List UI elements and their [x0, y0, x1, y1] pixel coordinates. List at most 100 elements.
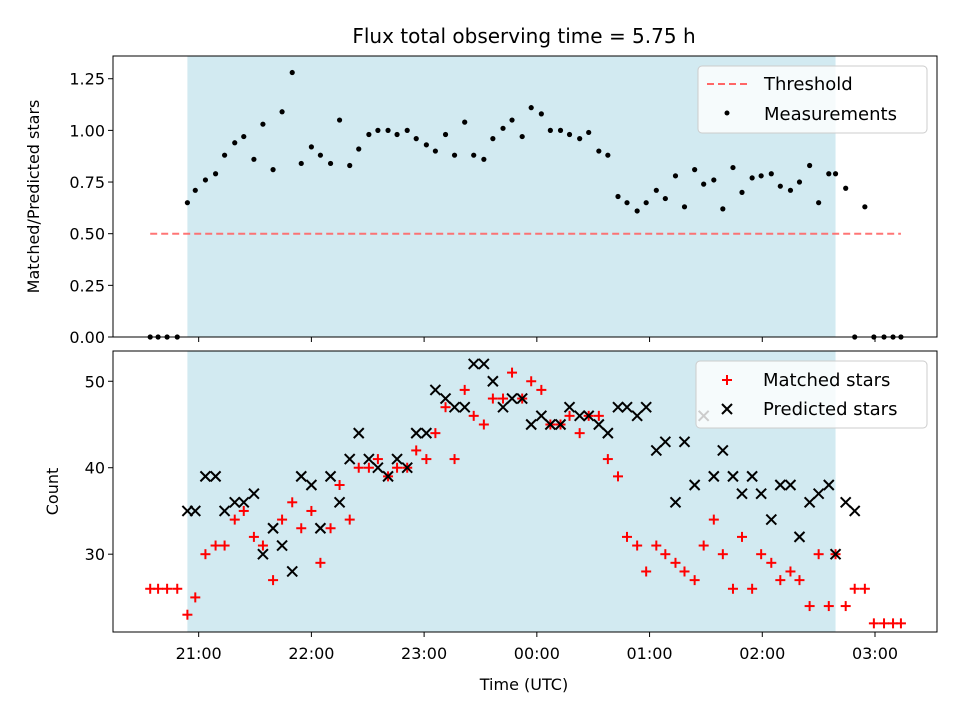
matched-point — [868, 618, 879, 629]
matched-point — [182, 609, 193, 620]
predicted-point — [305, 479, 318, 491]
predicted-point — [439, 392, 452, 405]
predicted-point — [286, 565, 298, 578]
counts-marks — [145, 358, 906, 629]
predicted-point — [478, 358, 490, 370]
measurement-point — [701, 181, 707, 187]
measurement-point — [490, 136, 496, 142]
measurement-point — [547, 127, 553, 133]
cross-stroke-b — [286, 565, 298, 578]
predicted-point — [420, 427, 433, 439]
legend-predicted-label: Predicted stars — [763, 399, 897, 420]
cross-stroke-b — [823, 479, 835, 491]
cross-stroke-b — [439, 392, 452, 405]
measurement-point — [615, 193, 621, 200]
cross-stroke-b — [372, 462, 384, 474]
measurement-point — [432, 148, 438, 154]
predicted-point — [678, 436, 691, 448]
y-tick-label: 0.25 — [69, 276, 105, 295]
cross-stroke-b — [717, 444, 729, 457]
predicted-point — [333, 496, 346, 509]
cross-stroke-b — [849, 505, 861, 517]
x-tick-label: 23:00 — [401, 644, 447, 663]
matched-point — [612, 471, 623, 482]
cross-stroke-b — [669, 496, 682, 509]
predicted-point — [391, 453, 403, 465]
matched-point — [363, 462, 374, 473]
ratio-y-axis-label: Matched/Predicted stars — [24, 100, 43, 294]
matched-point — [698, 540, 709, 551]
cross-stroke-b — [544, 418, 557, 431]
matched-point — [268, 575, 279, 586]
cross-stroke-b — [659, 436, 672, 448]
predicted-point — [276, 539, 288, 552]
measurement-point — [730, 164, 736, 171]
predicted-point — [497, 401, 509, 413]
matched-point — [325, 523, 336, 534]
cross-stroke-b — [721, 403, 733, 415]
predicted-point — [324, 470, 337, 483]
matched-point — [372, 454, 383, 465]
measurement-point — [807, 162, 813, 169]
predicted-point — [688, 479, 701, 491]
matched-point — [353, 462, 364, 473]
cross-stroke-b — [314, 522, 327, 534]
cross-stroke-b — [688, 479, 701, 491]
y-tick-label: 30 — [85, 545, 105, 564]
cross-stroke-b — [839, 496, 852, 509]
predicted-point — [563, 401, 576, 413]
matched-point — [756, 549, 767, 560]
cross-stroke-b — [631, 410, 643, 422]
predicted-point — [372, 462, 384, 474]
measurement-point — [298, 160, 304, 167]
predicted-point — [717, 444, 729, 457]
matched-point — [593, 410, 604, 421]
predicted-point — [812, 487, 825, 500]
cross-stroke-b — [468, 358, 480, 370]
predicted-point — [593, 418, 605, 431]
ratio-axes-frame — [112, 55, 938, 338]
measurement-point — [184, 200, 190, 206]
x-tick-label: 21:00 — [176, 644, 222, 663]
predicted-point — [429, 384, 442, 396]
predicted-point — [829, 548, 842, 560]
matched-point — [804, 601, 815, 612]
measurement-point — [624, 200, 630, 206]
matched-point — [229, 514, 240, 525]
cross-stroke-b — [621, 401, 633, 413]
predicted-point — [353, 427, 365, 439]
matched-point — [747, 583, 758, 594]
cross-stroke-b — [420, 427, 433, 439]
predicted-point — [506, 392, 518, 405]
measurement-point — [289, 69, 295, 76]
cross-stroke-b — [401, 462, 413, 474]
matched-point — [411, 445, 422, 456]
measurement-point — [538, 111, 544, 117]
matched-point — [200, 549, 211, 560]
measurement-point — [577, 136, 583, 142]
predicted-point — [823, 479, 835, 491]
measurement-point — [566, 131, 573, 138]
cross-stroke-b — [209, 470, 222, 483]
matched-point — [794, 575, 805, 586]
predicted-point — [382, 470, 394, 483]
measurement-point — [749, 175, 755, 181]
predicted-point — [803, 496, 816, 509]
measurement-point — [451, 152, 458, 158]
measurement-point — [586, 129, 592, 136]
predicted-point — [849, 505, 861, 517]
cross-stroke-b — [774, 479, 787, 491]
measurement-point — [423, 142, 429, 148]
matched-point — [785, 566, 796, 577]
predicted-point — [582, 410, 595, 422]
predicted-point — [784, 479, 797, 491]
predicted-point — [621, 401, 633, 413]
measurement-point — [260, 121, 266, 127]
predicted-point — [612, 401, 624, 413]
predicted-point — [669, 496, 682, 509]
predicted-point — [525, 418, 537, 431]
matched-point — [344, 514, 355, 525]
matched-point — [219, 540, 230, 551]
measurement-point — [404, 127, 410, 133]
matched-point — [277, 514, 288, 525]
